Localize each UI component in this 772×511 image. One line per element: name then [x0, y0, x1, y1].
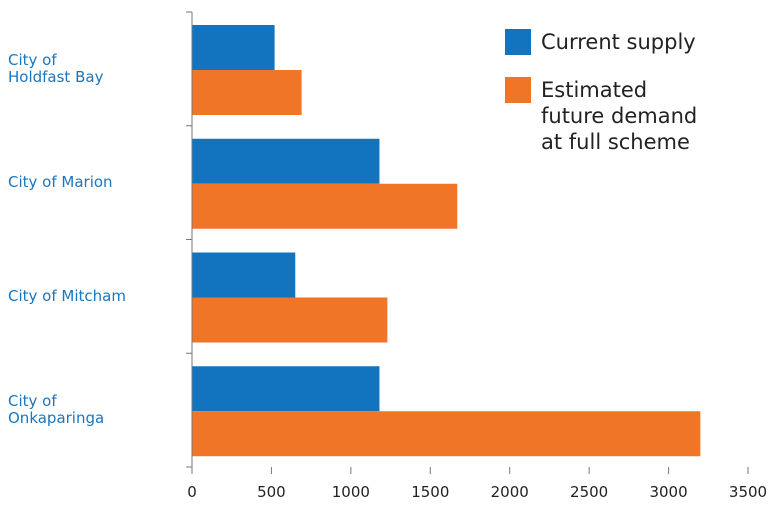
x-tick-label: 1500 [411, 483, 449, 501]
legend-label-current: Current supply [541, 30, 696, 54]
x-tick-label: 2000 [491, 483, 529, 501]
bar-future-2 [192, 297, 388, 343]
x-tick-label: 3000 [649, 483, 687, 501]
bar-current-2 [192, 252, 296, 298]
category-label: City of Holdfast Bay [8, 50, 104, 86]
x-tick-label: 3500 [729, 483, 767, 501]
x-ticks: 0 500 1000 1500 2000 2500 3000 3500 [187, 467, 767, 501]
legend-future-demand: Estimated future demand at full scheme [505, 77, 697, 155]
x-tick-label: 2500 [570, 483, 608, 501]
bars-group [192, 25, 701, 457]
bar-current-1 [192, 138, 380, 184]
bar-future-3 [192, 411, 701, 457]
bar-current-3 [192, 366, 380, 412]
y-ticks [186, 11, 192, 468]
category-label: City of Onkaparinga [8, 392, 105, 428]
legend-swatch-future [505, 77, 531, 103]
x-tick-label: 0 [187, 483, 197, 501]
legend-current-supply: Current supply [505, 29, 696, 55]
bar-future-0 [192, 70, 302, 115]
x-tick-label: 1000 [332, 483, 370, 501]
legend-label-future: Estimated future demand at full scheme [541, 78, 698, 154]
x-tick-label: 500 [257, 483, 286, 501]
legend-swatch-current [505, 29, 531, 55]
category-label: City of Marion [8, 173, 113, 192]
category-label: City of Mitcham [8, 286, 126, 305]
bar-current-0 [192, 25, 275, 70]
bar-future-1 [192, 183, 458, 229]
